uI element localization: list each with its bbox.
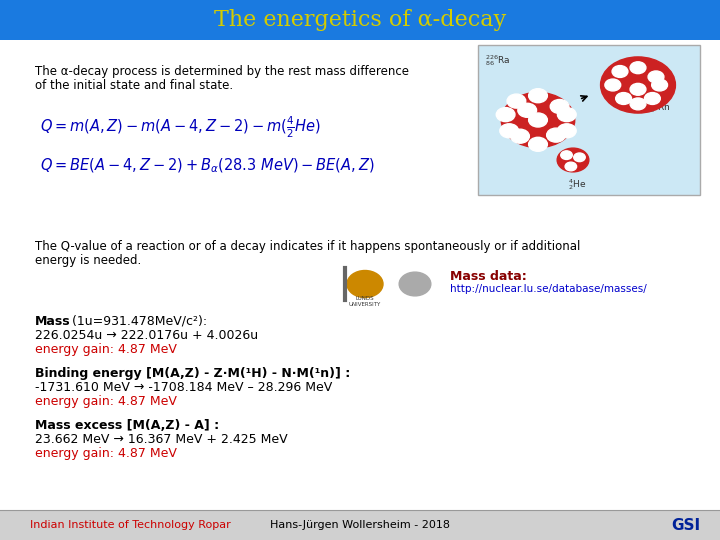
Circle shape [648,71,664,83]
Circle shape [528,137,547,151]
Text: Hans-Jürgen Wollersheim - 2018: Hans-Jürgen Wollersheim - 2018 [270,520,450,530]
Text: Mass data:: Mass data: [450,270,527,283]
Circle shape [652,79,667,91]
Circle shape [507,94,526,108]
Text: The Q-value of a reaction or of a decay indicates if it happens spontaneously or: The Q-value of a reaction or of a decay … [35,240,580,253]
Text: $^{222}_{86}$Rn: $^{222}_{86}$Rn [645,100,670,115]
Circle shape [616,92,631,104]
Circle shape [501,92,575,147]
Text: Mass: Mass [35,315,71,328]
Text: Binding energy [M(A,Z) - Z·M(¹H) - N·M(¹n)] :: Binding energy [M(A,Z) - Z·M(¹H) - N·M(¹… [35,367,350,380]
Text: energy gain: 4.87 MeV: energy gain: 4.87 MeV [35,343,177,356]
Text: Mass excess [M(A,Z) - A] :: Mass excess [M(A,Z) - A] : [35,419,219,432]
Circle shape [510,129,529,143]
Text: -1731.610 MeV → -1708.184 MeV – 28.296 MeV: -1731.610 MeV → -1708.184 MeV – 28.296 M… [35,381,332,394]
Circle shape [496,107,515,122]
Bar [0,510,720,540]
Text: http://nuclear.lu.se/database/masses/: http://nuclear.lu.se/database/masses/ [450,284,647,294]
Text: of the initial state and final state.: of the initial state and final state. [35,79,233,92]
Text: energy gain: 4.87 MeV: energy gain: 4.87 MeV [35,395,177,408]
Circle shape [600,57,675,113]
Circle shape [630,62,646,73]
Circle shape [347,271,383,298]
Circle shape [605,79,621,91]
Circle shape [528,89,547,103]
Circle shape [630,98,646,110]
Circle shape [574,153,585,161]
Text: $^{226}_{86}$Ra: $^{226}_{86}$Ra [485,53,510,68]
Circle shape [557,148,589,172]
Text: (1u=931.478MeV/c²):: (1u=931.478MeV/c²): [68,315,207,328]
Text: energy is needed.: energy is needed. [35,254,141,267]
Circle shape [561,151,572,159]
Circle shape [550,99,569,113]
Circle shape [528,113,547,127]
Text: 226.0254u → 222.0176u + 4.0026u: 226.0254u → 222.0176u + 4.0026u [35,329,258,342]
Text: GSI: GSI [671,517,700,532]
Text: 23.662 MeV → 16.367 MeV + 2.425 MeV: 23.662 MeV → 16.367 MeV + 2.425 MeV [35,433,287,446]
Text: $Q = m(A,Z) - m(A-4,Z-2) - m(\frac{4}{2}He)$: $Q = m(A,Z) - m(A-4,Z-2) - m(\frac{4}{2}… [40,115,321,140]
Text: LUNDS
UNIVERSITY: LUNDS UNIVERSITY [349,296,381,307]
Bar [0,0,720,40]
Text: $^{4}_{2}$He: $^{4}_{2}$He [568,177,586,192]
Circle shape [399,272,431,296]
Text: Indian Institute of Technology Ropar: Indian Institute of Technology Ropar [30,520,230,530]
Text: energy gain: 4.87 MeV: energy gain: 4.87 MeV [35,447,177,460]
Circle shape [612,65,628,77]
Circle shape [644,92,660,104]
Text: $Q = BE(A-4,Z-2) + B_{\alpha}(28.3\ MeV) - BE(A,Z)$: $Q = BE(A-4,Z-2) + B_{\alpha}(28.3\ MeV)… [40,157,374,176]
Circle shape [500,124,518,138]
Circle shape [557,107,576,122]
Circle shape [518,103,536,117]
Circle shape [565,162,577,171]
Circle shape [630,83,646,95]
Circle shape [557,124,576,138]
Text: The energetics of α-decay: The energetics of α-decay [214,9,506,31]
Text: The α-decay process is determined by the rest mass difference: The α-decay process is determined by the… [35,65,409,78]
Circle shape [546,128,565,142]
Bar [478,45,700,195]
